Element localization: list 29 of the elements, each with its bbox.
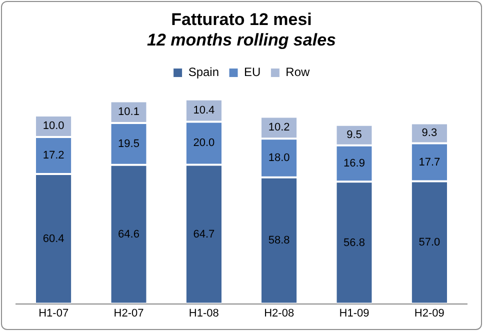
chart-subtitle: 12 months rolling sales xyxy=(147,30,336,50)
legend-label: Spain xyxy=(188,65,220,80)
data-label: 58.8 xyxy=(268,234,290,247)
data-label: 17.7 xyxy=(418,156,440,168)
data-label: 9.5 xyxy=(346,129,362,142)
data-label: 19.5 xyxy=(118,138,140,150)
data-label: 56.8 xyxy=(344,236,365,249)
data-label: 57.0 xyxy=(418,236,440,249)
data-label: 20.0 xyxy=(193,137,215,150)
data-label: 9.3 xyxy=(422,127,438,140)
x-tick-label: H1-08 xyxy=(188,307,219,320)
chart-title: Fatturato 12 mesi xyxy=(171,10,312,29)
data-label: 10.0 xyxy=(42,120,64,132)
data-label: 64.7 xyxy=(193,228,215,240)
legend-label: Row xyxy=(286,65,310,80)
x-tick-label: H2-07 xyxy=(114,307,144,320)
data-label: 60.4 xyxy=(42,232,64,245)
x-tick-label: H1-09 xyxy=(339,307,370,320)
data-label: 17.2 xyxy=(42,149,64,162)
data-label: 16.9 xyxy=(344,158,365,170)
data-label: 64.6 xyxy=(118,228,140,240)
x-tick-label: H1-07 xyxy=(38,307,69,320)
x-tick-label: H2-08 xyxy=(264,307,294,320)
data-label: 10.2 xyxy=(268,122,290,134)
x-tick-label: H2-09 xyxy=(414,307,444,320)
data-label: 10.4 xyxy=(193,104,215,117)
legend-label: EU xyxy=(244,65,261,80)
data-label: 18.0 xyxy=(268,152,290,164)
data-label: 10.1 xyxy=(118,106,140,118)
